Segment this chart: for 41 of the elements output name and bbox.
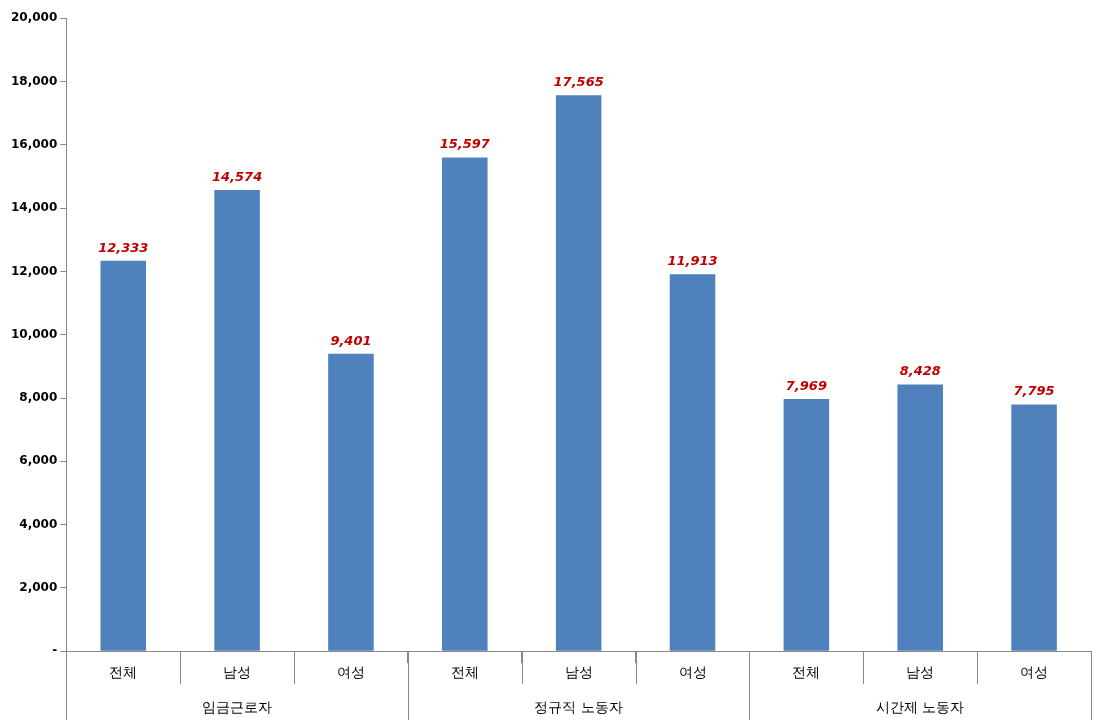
y-tick-label: 2,000	[19, 580, 58, 595]
data-label: 8,428	[899, 363, 941, 379]
y-tick-label: 10,000	[10, 326, 58, 341]
bar	[328, 353, 374, 651]
x-tick-label: 남성	[564, 664, 593, 681]
bar	[897, 384, 943, 651]
y-tick-label: 16,000	[10, 136, 58, 151]
y-tick-label: 8,000	[19, 390, 58, 405]
x-tick-label: 남성	[223, 664, 252, 681]
bar	[555, 95, 602, 651]
x-tick-label: 여성	[336, 664, 365, 681]
data-label: 9,401	[330, 332, 372, 348]
data-label: 11,913	[667, 253, 718, 269]
x-tick-label: 남성	[906, 664, 935, 681]
data-label: 17,565	[553, 74, 604, 90]
x-tick-label: 전체	[792, 664, 821, 681]
bar	[100, 260, 147, 651]
bar	[442, 157, 488, 651]
x-tick-label: 전체	[109, 664, 138, 681]
data-label: 14,574	[212, 168, 263, 184]
y-tick-label: 18,000	[10, 73, 58, 88]
data-label: 7,969	[785, 377, 827, 393]
bar	[214, 189, 260, 651]
x-tick-label: 여성	[678, 664, 707, 681]
y-tick-label: -	[52, 643, 58, 658]
text: 정규직 노동자	[534, 698, 623, 715]
data-label: 12,333	[98, 239, 149, 255]
data-label: 7,795	[1013, 383, 1055, 399]
x-tick-label: 여성	[1020, 664, 1049, 681]
y-tick-label: 14,000	[10, 200, 58, 215]
y-tick-label: 6,000	[19, 453, 58, 468]
text: 임금근로자	[202, 698, 273, 715]
y-tick-label: 12,000	[10, 263, 58, 278]
text: 시간제 노동자	[875, 698, 965, 715]
bar	[783, 398, 830, 651]
data-label: 15,597	[439, 136, 491, 152]
x-tick-label: 전체	[450, 664, 479, 681]
bar	[1011, 404, 1057, 651]
y-tick-label: 4,000	[19, 516, 58, 531]
y-tick-label: 20,000	[10, 10, 58, 25]
bar	[669, 274, 716, 651]
